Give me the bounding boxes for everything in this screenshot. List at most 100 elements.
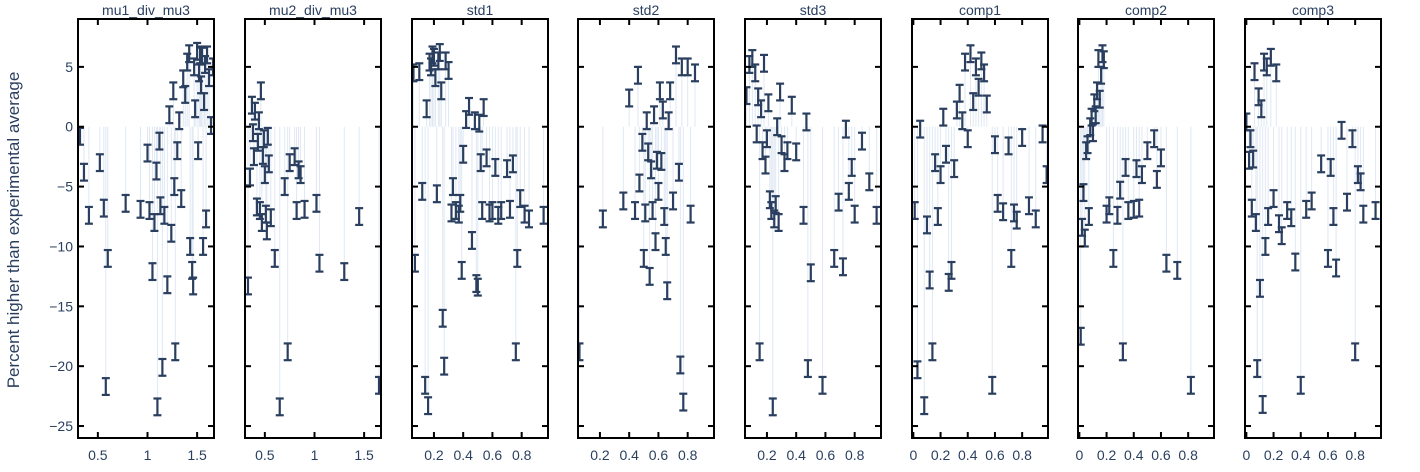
- panel-plot-area: [245, 81, 381, 417]
- error-bar: [958, 111, 967, 131]
- error-bar: [920, 396, 929, 416]
- error-bar: [834, 192, 843, 212]
- error-bar: [497, 201, 506, 221]
- error-bar: [771, 195, 780, 215]
- error-bar: [292, 201, 301, 221]
- error-bar: [761, 155, 770, 175]
- x-tick-label: 0.4: [453, 447, 473, 463]
- error-bar: [300, 199, 309, 219]
- error-bar: [1356, 172, 1365, 192]
- error-bar: [1152, 169, 1161, 189]
- panel-frame: [77, 18, 215, 439]
- error-bar: [1261, 236, 1270, 256]
- error-bar: [355, 207, 364, 227]
- error-bar: [1287, 208, 1296, 228]
- error-bar: [448, 177, 457, 197]
- error-bar: [1264, 207, 1273, 227]
- error-bar: [1258, 395, 1267, 414]
- error-bar: [312, 193, 321, 213]
- error-bar: [1124, 201, 1133, 221]
- error-bar: [1135, 198, 1144, 218]
- error-bar: [679, 392, 688, 412]
- error-bar: [473, 277, 482, 297]
- error-bar: [1257, 99, 1266, 119]
- y-tick-label: −25: [49, 418, 73, 434]
- error-bar: [156, 196, 165, 216]
- error-bar: [170, 177, 179, 197]
- error-bar: [1277, 226, 1286, 246]
- error-bar: [1095, 89, 1104, 109]
- panel-title: comp2: [1125, 2, 1167, 18]
- error-bar: [841, 119, 850, 139]
- error-bar: [647, 160, 656, 180]
- error-bar: [745, 86, 751, 106]
- error-bar: [931, 153, 940, 173]
- x-tick-label: 0.5: [88, 447, 108, 463]
- error-bar: [152, 161, 161, 181]
- error-bar: [1099, 50, 1108, 70]
- error-bar: [421, 375, 430, 395]
- error-bar: [173, 141, 182, 161]
- error-bar: [1038, 124, 1047, 144]
- error-bar: [188, 260, 197, 280]
- error-bar: [84, 205, 93, 225]
- error-bar: [638, 132, 647, 152]
- error-bar: [664, 111, 673, 131]
- error-bar: [830, 248, 839, 268]
- error-bar: [1326, 157, 1335, 177]
- error-bar: [1359, 204, 1368, 224]
- x-tick-label: 0.2: [757, 447, 777, 463]
- x-tick-label: 0.8: [1178, 447, 1198, 463]
- error-bar: [844, 181, 853, 201]
- error-bar: [340, 262, 349, 282]
- error-bar: [1088, 123, 1097, 143]
- x-tick-label: 1.5: [354, 447, 374, 463]
- error-bar: [1143, 141, 1152, 161]
- error-bar: [663, 281, 672, 301]
- x-tick-label: 0.2: [1264, 447, 1284, 463]
- error-bar: [264, 154, 273, 174]
- x-tick-label: 0.6: [816, 447, 836, 463]
- error-bar: [683, 57, 692, 77]
- panel-mu1_div_mu3: 0.5 1 1.5 mu1_div_mu3: [77, 2, 215, 463]
- error-bar: [783, 141, 792, 161]
- error-bar: [645, 266, 654, 286]
- error-bar: [1091, 105, 1100, 125]
- error-bar: [1024, 196, 1033, 216]
- error-bar: [1266, 47, 1275, 67]
- error-bar: [491, 157, 500, 177]
- panel-mu2_div_mu3: 0.5 1 1.5 mu2_div_mu3: [244, 2, 382, 463]
- error-bar: [1337, 120, 1346, 140]
- error-bar: [1004, 136, 1013, 156]
- error-bar: [177, 189, 186, 209]
- error-bar: [503, 159, 512, 179]
- error-bar: [194, 141, 203, 161]
- error-bar: [1150, 129, 1159, 149]
- error-bar: [1082, 141, 1091, 161]
- error-bar: [1245, 150, 1254, 170]
- error-bar: [916, 119, 925, 139]
- error-bar: [799, 205, 808, 225]
- error-bar: [482, 148, 491, 168]
- error-bar: [438, 308, 447, 328]
- error-bar: [165, 105, 174, 125]
- error-bar: [280, 177, 289, 197]
- error-bar: [524, 209, 533, 229]
- error-bar: [1186, 375, 1195, 395]
- error-bar: [444, 60, 453, 80]
- error-bar: [488, 201, 497, 221]
- error-bar: [465, 96, 474, 116]
- error-bar: [1250, 62, 1259, 82]
- x-tick-label: 0.8: [1345, 447, 1365, 463]
- error-bar: [1348, 129, 1357, 149]
- x-tick-label: 0.4: [1124, 447, 1144, 463]
- error-bar: [857, 131, 866, 151]
- x-tick-label: 0.4: [1291, 447, 1311, 463]
- error-bar: [539, 205, 548, 225]
- error-bar: [1302, 199, 1311, 219]
- error-bar: [974, 77, 983, 97]
- error-bar: [1317, 154, 1326, 174]
- panel-plot-area: [412, 43, 548, 416]
- panel-frame: [744, 18, 882, 439]
